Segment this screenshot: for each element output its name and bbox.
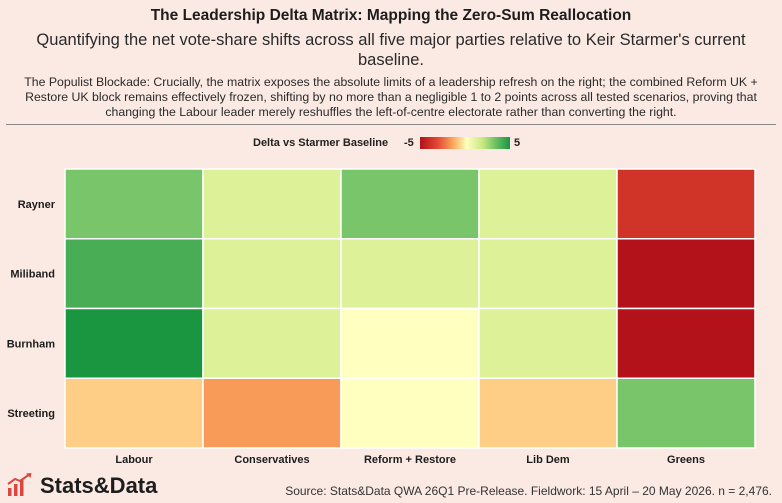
heatmap-cell [616,168,756,240]
heatmap-cell [478,168,618,240]
heatmap-cell [616,307,756,379]
heatmap-cell [202,168,342,240]
heatmap-cell [340,307,480,379]
legend-min-label: -5 [404,137,414,149]
heatmap-cell [64,377,204,449]
heatmap-cell [616,238,756,310]
heatmap-cell [340,168,480,240]
heatmap-cell [340,238,480,310]
legend-gradient-bar [420,137,510,149]
heatmap-cell [478,307,618,379]
heatmap-cell [340,377,480,449]
chart-subtitle: Quantifying the net vote-share shifts ac… [36,31,746,69]
legend-title: Delta vs Starmer Baseline [253,137,389,149]
brand-name: Stats&Data [40,473,158,498]
y-tick-label: Burnham [7,338,56,350]
chart-title: The Leadership Delta Matrix: Mapping the… [150,7,632,24]
heatmap-cell [202,307,342,379]
x-tick-label: Greens [667,454,705,466]
heatmap-cell [202,238,342,310]
source-note: Source: Stats&Data QWA 26Q1 Pre-Release.… [285,484,772,498]
y-tick-label: Miliband [10,269,55,281]
y-tick-label: Rayner [18,199,56,211]
heatmap-cell [478,238,618,310]
divider [6,124,776,125]
heatmap-cell [478,377,618,449]
heatmap-cell [202,377,342,449]
heatmap-cell [64,168,204,240]
heatmap-cell [64,307,204,379]
x-tick-label: Labour [115,454,153,466]
color-legend: Delta vs Starmer Baseline -5 5 [0,136,782,152]
legend-max-label: 5 [514,137,521,149]
x-tick-label: Lib Dem [526,454,570,466]
brand-chart-icon [7,473,32,496]
heatmap-cell [616,377,756,449]
insight-text: The Populist Blockade: Crucially, the ma… [24,75,758,119]
x-tick-label: Conservatives [234,454,309,466]
y-tick-label: Streeting [7,408,55,420]
x-tick-label: Reform + Restore [364,454,456,466]
heatmap-cell [64,238,204,310]
